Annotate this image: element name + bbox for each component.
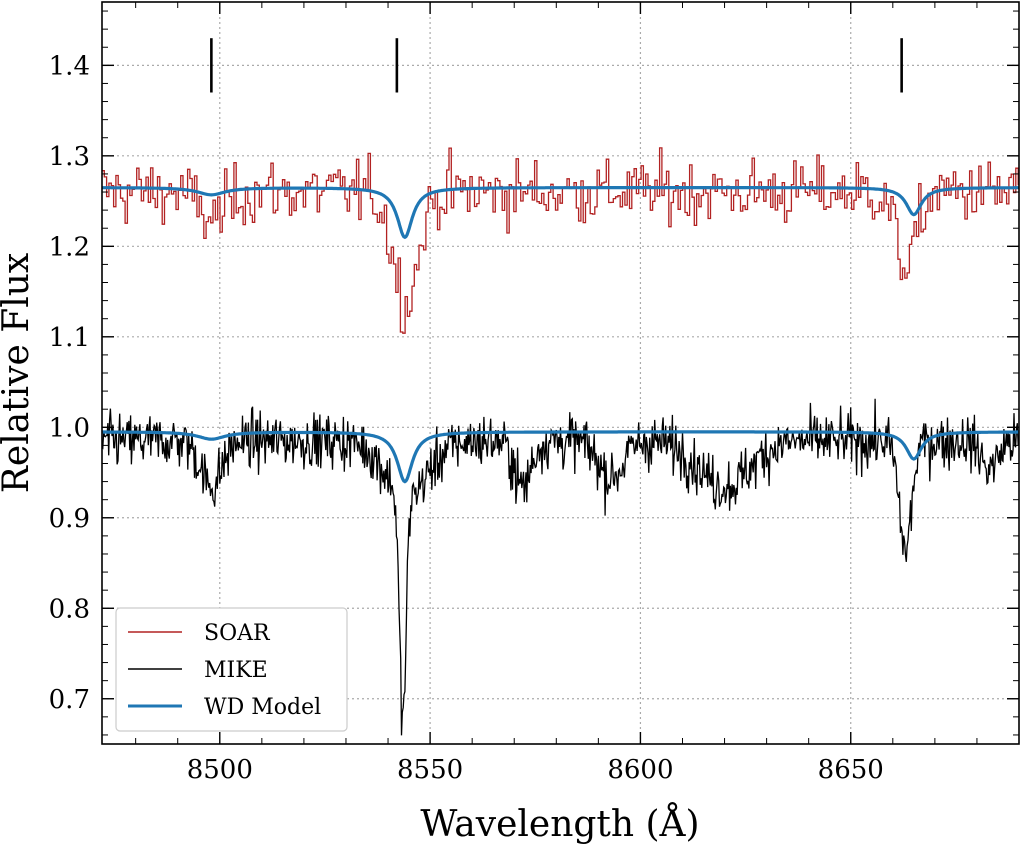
y-tick-label: 0.7 xyxy=(49,685,90,715)
y-tick-label: 0.8 xyxy=(49,594,90,624)
series-layer xyxy=(102,147,1019,736)
y-tick-label: 1.0 xyxy=(49,413,90,443)
series-soar xyxy=(102,147,1019,334)
series-wd-model-lower xyxy=(102,430,1019,484)
legend-box xyxy=(115,607,348,732)
x-tick-label: 8550 xyxy=(397,755,463,785)
line-markers xyxy=(210,38,903,93)
series-mike xyxy=(102,398,1019,736)
legend-label-soar: SOAR xyxy=(204,621,271,646)
x-tick-label: 8650 xyxy=(818,755,884,785)
legend-label-wd-model: WD Model xyxy=(204,695,321,720)
y-tick-label: 1.3 xyxy=(49,142,90,172)
y-axis-title: Relative Flux xyxy=(0,253,37,493)
legend-label-mike: MIKE xyxy=(204,658,268,683)
grid xyxy=(102,2,1019,744)
y-tick-label: 0.9 xyxy=(49,504,90,534)
x-axis-title: Wavelength (Å) xyxy=(420,803,699,845)
x-tick-label: 8500 xyxy=(187,755,253,785)
legend: SOAR MIKE WD Model xyxy=(115,607,348,732)
ticks: 8500 8550 8600 8650 0.7 0.8 0.9 1.0 1.1 1.2 1.3 1.4 xyxy=(49,2,1020,785)
y-tick-label: 1.1 xyxy=(49,323,90,353)
x-tick-label: 8600 xyxy=(607,755,673,785)
y-tick-label: 1.4 xyxy=(49,51,90,81)
series-wd-model-upper xyxy=(102,186,1019,240)
y-tick-label: 1.2 xyxy=(49,232,90,262)
